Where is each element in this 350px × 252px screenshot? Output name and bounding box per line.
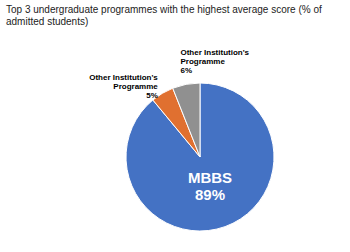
slice-label-category: Programme (113, 82, 158, 91)
slice-label: Other Institution'sProgramme6% (180, 48, 249, 75)
chart: Top 3 undergraduate programmes with the … (0, 0, 350, 252)
slice-label-category: Other Institution's (180, 48, 249, 57)
labels: MBBS89%Other Institution'sProgramme5%Oth… (89, 48, 249, 203)
slice (173, 83, 200, 157)
slice-label-value: 89% (195, 186, 225, 203)
slice-label-value: 6% (180, 66, 192, 75)
title-line: Top 3 undergraduate programmes with the … (6, 4, 322, 15)
slice-label-category: Programme (180, 57, 225, 66)
slice-label-value: 5% (146, 91, 158, 100)
title: Top 3 undergraduate programmes with the … (6, 4, 322, 27)
slice (126, 83, 274, 231)
title-line: admitted students) (6, 16, 88, 27)
slice-label: Other Institution'sProgramme5% (89, 73, 158, 100)
slice-label-category: MBBS (188, 169, 232, 186)
slices (126, 83, 274, 231)
slice-label-category: Other Institution's (89, 73, 158, 82)
slice-label: MBBS89% (188, 169, 232, 203)
